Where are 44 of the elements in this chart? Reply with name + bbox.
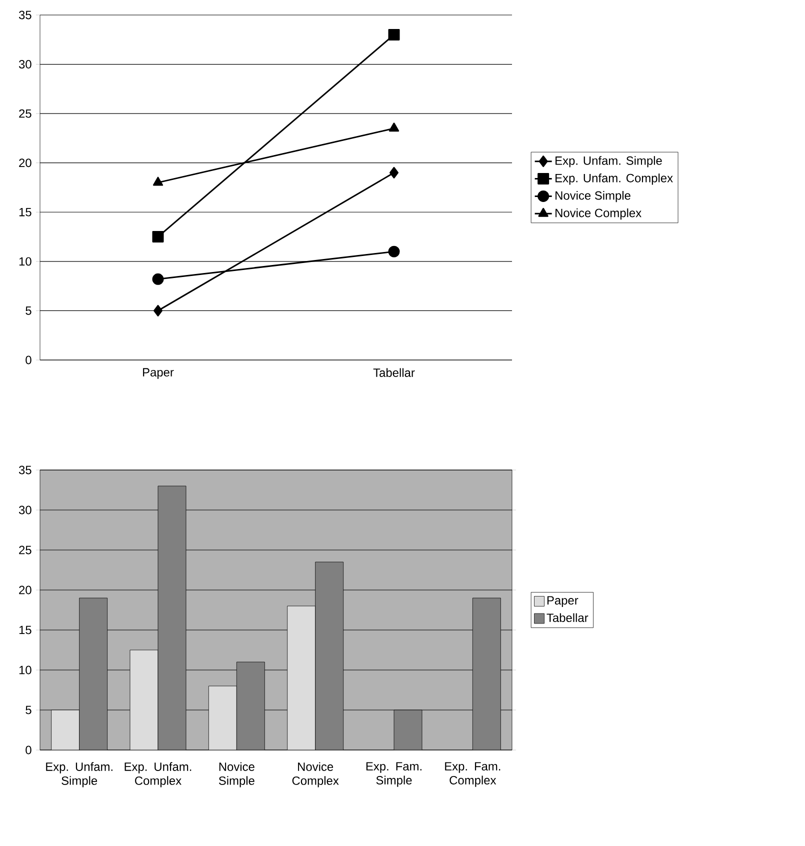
y-tick-label: 5 — [26, 706, 32, 714]
bar — [51, 710, 80, 750]
y-tick-label: 20 — [19, 158, 32, 168]
legend-label: Novice Simple — [556, 190, 630, 202]
y-tick-label: 25 — [19, 546, 32, 554]
legend-label: Exp. Unfam. Complex — [556, 174, 673, 185]
point — [154, 304, 162, 316]
x-tick-label: Exp. Fam. Simple — [366, 762, 422, 787]
bar — [208, 686, 237, 750]
legend-label: Novice Complex — [556, 208, 642, 220]
y-tick-label: 35 — [18, 466, 32, 474]
y-tick-label: 15 — [19, 626, 32, 634]
y-tick-label: 10 — [19, 257, 32, 266]
y-tick-label: 30 — [18, 60, 32, 68]
bar — [79, 598, 108, 750]
bar — [236, 662, 265, 750]
y-tick-label: 25 — [19, 109, 32, 118]
point — [390, 166, 399, 178]
y-tick-label: 0 — [26, 746, 32, 754]
bar — [472, 598, 501, 750]
y-tick-label: 20 — [19, 586, 32, 594]
legend-label: Paper — [547, 596, 578, 607]
x-tick-label: Novice Complex — [292, 762, 339, 788]
y-tick-label: 30 — [18, 506, 32, 514]
bar — [287, 606, 316, 750]
x-tick-label: Exp. Fam. Complex — [445, 762, 500, 787]
legend-label: Exp. Unfam. Simple — [556, 156, 662, 168]
bar — [130, 650, 158, 750]
y-tick-label: 0 — [26, 356, 32, 364]
y-tick-label: 35 — [18, 10, 32, 20]
y-tick-label: 10 — [19, 666, 32, 674]
point — [152, 273, 164, 285]
bar — [315, 562, 344, 750]
x-tick-label: Exp. Unfam. Simple — [46, 762, 112, 788]
bar — [158, 486, 186, 750]
legend-label: Tabellar — [546, 613, 588, 622]
point — [388, 246, 400, 258]
y-tick-label: 5 — [26, 306, 32, 315]
point — [152, 231, 164, 243]
point — [388, 28, 400, 40]
bar — [394, 710, 422, 750]
x-tick-label: Exp. Unfam. Complex — [124, 762, 192, 788]
y-tick-label: 15 — [19, 208, 32, 216]
x-tick-label: Novice Simple — [218, 762, 254, 788]
